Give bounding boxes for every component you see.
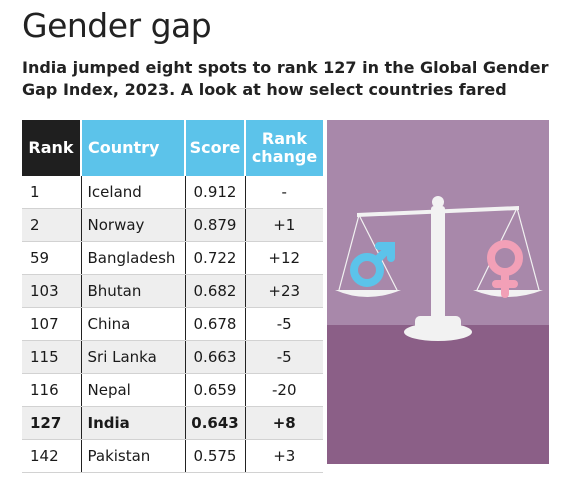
rank-cell: 115 (22, 340, 81, 374)
rank-cell: 2 (22, 208, 81, 242)
table-row: 59 Bangladesh 0.722 +12 (22, 241, 323, 275)
table-row: 127 India 0.643 +8 (22, 406, 323, 440)
balance-scale-illustration (327, 120, 549, 464)
rank-change-cell: +1 (245, 208, 323, 242)
rank-cell: 127 (22, 406, 81, 440)
score-cell: 0.912 (185, 176, 246, 209)
table-body: 1 Iceland 0.912-2 Norway 0.879 +1 59 Bangladesh… (22, 176, 323, 473)
score-cell: 0.879 (185, 208, 246, 242)
country-cell: Pakistan (80, 439, 186, 473)
column-header-rank-change-line2: change (251, 147, 318, 166)
score-cell: 0.643 (185, 406, 246, 440)
table-row: 103 Bhutan 0.682 +23 (22, 274, 323, 308)
country-cell: Sri Lanka (80, 340, 186, 374)
score-cell: 0.663 (185, 340, 246, 374)
score-cell: 0.722 (185, 241, 246, 275)
rank-change-cell: +23 (245, 274, 323, 308)
score-cell: 0.575 (185, 439, 246, 473)
country-cell: Iceland (80, 176, 186, 209)
country-cell: Bangladesh (80, 241, 186, 275)
page-subtitle: India jumped eight spots to rank 127 in … (22, 58, 549, 99)
page-title: Gender gap (22, 6, 212, 45)
table-row: 142 Pakistan 0.575 +3 (22, 439, 323, 473)
illustration-floor (327, 325, 549, 464)
table-row: 107 China 0.678 -5 (22, 307, 323, 341)
country-cell: Norway (80, 208, 186, 242)
score-cell: 0.682 (185, 274, 246, 308)
rank-cell: 103 (22, 274, 81, 308)
score-cell: 0.678 (185, 307, 246, 341)
column-header-rank-change: Rank change (244, 120, 323, 176)
table-row: 116 Nepal 0.659 -20 (22, 373, 323, 407)
rank-cell: 107 (22, 307, 81, 341)
table-row: 2 Norway 0.879 +1 (22, 208, 323, 242)
rank-change-cell: +12 (245, 241, 323, 275)
column-header-rank: Rank (22, 120, 81, 176)
rank-change-cell: +3 (245, 439, 323, 473)
country-cell: India (80, 406, 186, 440)
rank-cell: 1 (22, 176, 81, 209)
score-cell: 0.659 (185, 373, 246, 407)
rank-cell: 59 (22, 241, 81, 275)
table-row: 115 Sri Lanka 0.663 -5 (22, 340, 323, 374)
table-row: 1 Iceland 0.912- (22, 176, 323, 209)
column-header-score: Score (184, 120, 245, 176)
illustration-panel (327, 120, 549, 464)
rank-change-cell: - (245, 176, 323, 209)
male-symbol-icon (350, 242, 395, 287)
country-cell: China (80, 307, 186, 341)
country-cell: Nepal (80, 373, 186, 407)
balance-scale-icon (335, 196, 543, 341)
column-header-rank-change-line1: Rank (261, 129, 308, 148)
rank-change-cell: +8 (245, 406, 323, 440)
rank-change-cell: -5 (245, 307, 323, 341)
rank-change-cell: -5 (245, 340, 323, 374)
rank-cell: 142 (22, 439, 81, 473)
column-header-country: Country (80, 120, 185, 176)
ranking-table: Rank Country Score Rank change 1 Iceland 0… (22, 120, 323, 473)
country-cell: Bhutan (80, 274, 186, 308)
rank-cell: 116 (22, 373, 81, 407)
female-symbol-icon (487, 240, 523, 298)
rank-change-cell: -20 (245, 373, 323, 407)
table-header-row: Rank Country Score Rank change (22, 120, 323, 176)
